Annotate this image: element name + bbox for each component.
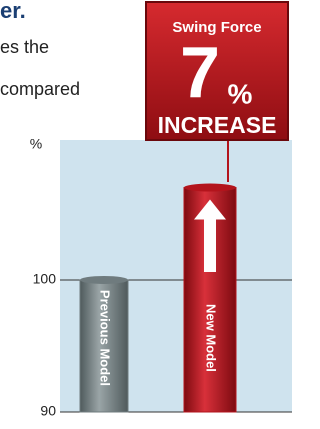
badge-unit: % bbox=[228, 78, 253, 109]
badge-label: INCREASE bbox=[158, 112, 277, 138]
y-tick-label: 90 bbox=[40, 403, 56, 419]
header-text: er. bbox=[0, 0, 26, 23]
y-axis-label: % bbox=[30, 136, 42, 152]
bar-cap bbox=[184, 184, 236, 192]
bar-label: Previous Model bbox=[98, 290, 113, 386]
body-text: compared bbox=[0, 79, 80, 99]
page: er. es the compared % 90 100 Previous Model… bbox=[0, 0, 320, 429]
bar bbox=[184, 184, 236, 412]
chart: er. es the compared % 90 100 Previous Model… bbox=[0, 0, 292, 429]
badge-number: 7 bbox=[180, 33, 220, 113]
body-text: es the bbox=[0, 37, 49, 57]
bar-label: New Model bbox=[204, 304, 219, 372]
bar-cap bbox=[80, 276, 128, 284]
y-tick-label: 100 bbox=[33, 271, 57, 287]
